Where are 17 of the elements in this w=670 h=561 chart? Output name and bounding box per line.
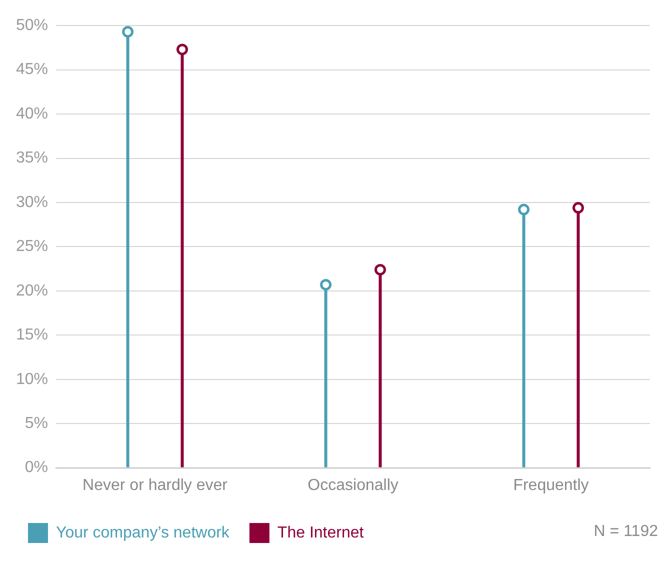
- legend-label: Your company’s network: [56, 524, 230, 542]
- y-tick-label: 15%: [16, 326, 48, 344]
- legend-label: The Internet: [277, 524, 364, 542]
- y-tick-label: 30%: [16, 194, 48, 211]
- x-tick-label: Occasionally: [308, 476, 398, 494]
- y-tick-label: 40%: [16, 105, 48, 122]
- y-tick-label: 10%: [16, 370, 48, 388]
- y-tick-label: 50%: [16, 17, 48, 34]
- x-tick-label: Never or hardly ever: [82, 476, 228, 494]
- text: N = 1192: [594, 523, 658, 541]
- x-tick-label: Frequently: [513, 476, 589, 494]
- y-tick-label: 35%: [16, 150, 48, 167]
- y-tick-label: 25%: [16, 238, 48, 256]
- y-tick-label: 0%: [24, 459, 48, 476]
- y-tick-label: 45%: [16, 61, 48, 78]
- y-tick-label: 5%: [24, 414, 48, 432]
- y-tick-label: 20%: [16, 282, 48, 300]
